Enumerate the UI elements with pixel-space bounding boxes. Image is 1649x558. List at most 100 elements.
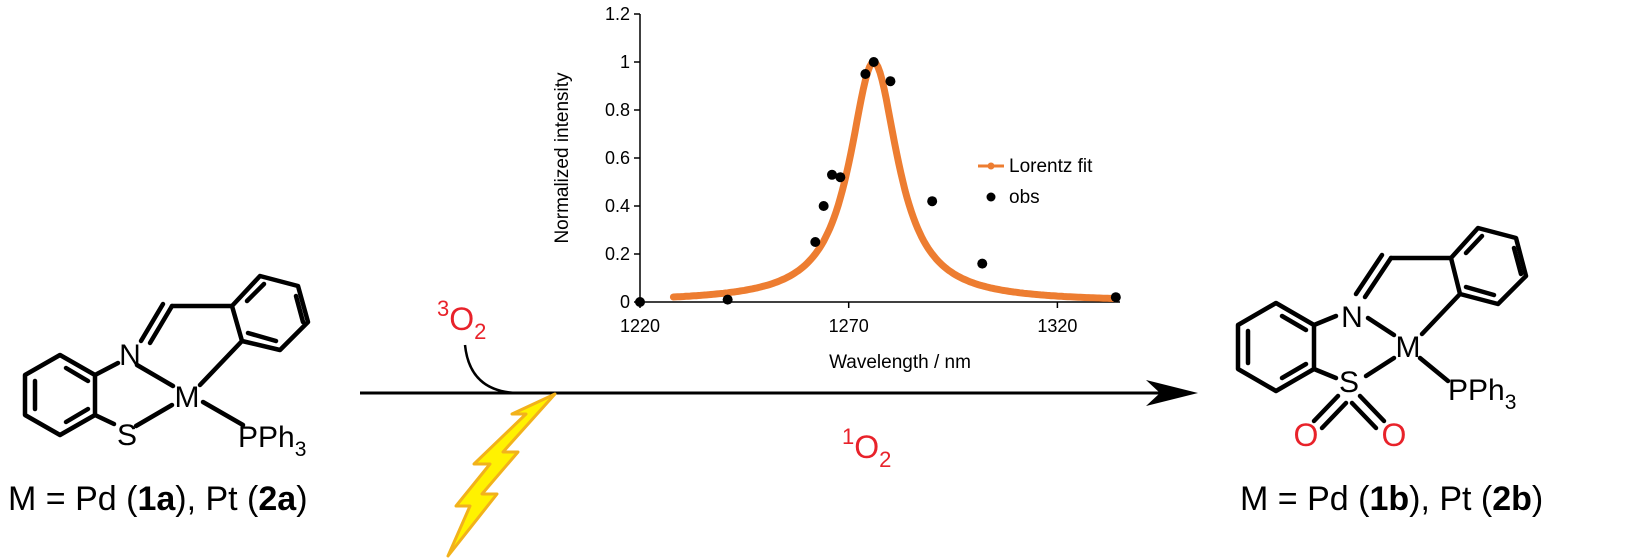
product-bond-c-s — [1311, 366, 1339, 381]
reactant-pph-text: PPh — [238, 421, 295, 454]
product-atom-o-right: O — [1382, 417, 1407, 453]
x-tick-label: 1320 — [1037, 316, 1077, 336]
lorentz-fit-line — [669, 57, 1120, 303]
y-tick-label: 0.8 — [605, 100, 630, 120]
product-caption: M = Pd (1b), Pt (2b) — [1240, 480, 1543, 519]
triplet-superscript: 3 — [437, 296, 449, 321]
product-bond-m-c — [1419, 291, 1463, 337]
reactant-bond-m-c — [197, 338, 245, 388]
product-ring-double-bond — [1279, 313, 1309, 333]
y-tick-label: 1 — [620, 52, 630, 72]
product-structure — [1235, 225, 1529, 431]
obs-point — [1110, 292, 1121, 303]
obs-point — [977, 258, 988, 269]
y-tick-label: 0.4 — [605, 196, 630, 216]
y-tick-label: 0.2 — [605, 244, 630, 264]
product-atom-pph3: PPh3 — [1448, 374, 1516, 414]
product-compound-2b: 2b — [1492, 480, 1532, 518]
chart-y-ticks: 0 0.2 0.4 0.6 0.8 1 1.2 — [605, 4, 640, 312]
product-atom-n: N — [1341, 301, 1363, 334]
product-ring-double-bond — [1463, 284, 1497, 298]
obs-point — [868, 57, 879, 67]
chart-legend: Lorentz fit obs — [978, 156, 1093, 208]
reactant-atom-s: S — [117, 419, 137, 452]
x-tick-label: 1220 — [620, 316, 660, 336]
reactant-bond-n-m — [134, 362, 176, 389]
product-bond-n-c — [1362, 255, 1394, 300]
y-tick-label: 0.6 — [605, 148, 630, 168]
reactant-ring-double-bond — [63, 365, 91, 384]
reaction-arrow-head — [1146, 380, 1198, 406]
product-bond-s-o-double — [1319, 400, 1349, 431]
reactant-bond-c-s — [92, 412, 117, 427]
triplet-subscript: 2 — [474, 319, 486, 344]
reactant-bond-n-c-double — [138, 301, 166, 344]
obs-point — [860, 69, 871, 79]
product-caption-prefix: M = Pd ( — [1240, 480, 1370, 518]
product-pph-text: PPh — [1448, 374, 1505, 407]
product-ring-double-bond — [1279, 361, 1309, 381]
product-atom-s: S — [1339, 366, 1359, 399]
obs-point — [818, 201, 829, 211]
obs-point — [827, 169, 837, 180]
product-atom-m: M — [1396, 331, 1421, 364]
product-caption-suffix: ) — [1531, 480, 1544, 518]
emission-spectrum-chart: 0 0.2 0.4 0.6 0.8 1 1.2 1220 1270 1320 Wavelengt… — [552, 4, 1121, 373]
reactant-pph-subscript: 3 — [295, 438, 307, 461]
reactant-caption-suffix: ) — [296, 480, 308, 518]
product-bond-c-n — [1311, 313, 1339, 328]
reactant-bond-n-c — [147, 303, 175, 346]
y-tick-label: 0 — [620, 292, 630, 312]
reactant-caption-prefix: M = Pd ( — [8, 480, 138, 518]
reactant-structure — [22, 273, 311, 438]
product-pph-subscript: 3 — [1505, 391, 1517, 414]
reactant-bond-c-n — [92, 360, 121, 378]
obs-point — [835, 172, 846, 183]
chart-x-label: Wavelength / nm — [829, 352, 971, 373]
triplet-base: O — [449, 301, 474, 337]
light-bolt-icon — [446, 392, 557, 558]
obs-point — [885, 76, 896, 87]
chart-y-label: Normalized intensity — [552, 72, 573, 244]
legend-obs-marker — [986, 192, 996, 202]
reactant-ring-double-bond — [293, 293, 306, 325]
reactant-bond-m-p — [200, 399, 246, 428]
product-bond-s-o-double — [1349, 400, 1379, 431]
singlet-subscript: 2 — [879, 447, 891, 472]
obs-point — [927, 196, 938, 207]
reactant-ring-double-bond — [63, 406, 91, 425]
product-ring-double-bond — [1463, 233, 1485, 256]
reactant-atom-m: M — [175, 381, 200, 414]
product-bond-n-c-double — [1353, 252, 1385, 297]
legend-fit-marker — [987, 162, 995, 170]
legend-obs-label: obs — [1009, 187, 1040, 208]
reactant-compound-2a: 2a — [258, 480, 297, 518]
reactant-caption-mid: ), Pt ( — [175, 480, 259, 518]
reactant-atom-pph3: PPh3 — [238, 421, 306, 461]
reactant-compound-1a: 1a — [137, 480, 176, 518]
reagent-triplet-oxygen: 3O2 — [437, 296, 486, 344]
chart-x-ticks: 1220 1270 1320 — [620, 302, 1077, 336]
product-compound-1b: 1b — [1369, 480, 1410, 518]
reagent-curved-arrow — [463, 344, 521, 395]
reactant-ring-double-bond — [244, 281, 267, 304]
product-caption-mid: ), Pt ( — [1409, 480, 1493, 518]
reactant-bond-s-m — [133, 402, 175, 429]
singlet-superscript: 1 — [842, 424, 854, 449]
product-atom-o-left: O — [1294, 417, 1319, 453]
product-ring-double-bond — [1511, 245, 1524, 277]
obs-point — [810, 237, 821, 247]
x-tick-label: 1270 — [829, 316, 869, 336]
product-bond-m-p — [1417, 355, 1451, 384]
obs-point — [722, 294, 733, 305]
y-tick-label: 1.2 — [605, 4, 630, 24]
obs-points — [635, 57, 1121, 307]
reagent-singlet-oxygen: 1O2 — [842, 424, 891, 472]
singlet-base: O — [854, 429, 879, 465]
reactant-atom-n: N — [119, 339, 141, 372]
product-bond-s-o — [1357, 393, 1387, 424]
reactant-ring-double-bond — [245, 330, 279, 344]
legend-fit-label: Lorentz fit — [1009, 156, 1093, 177]
product-bond-s-o — [1311, 393, 1341, 424]
